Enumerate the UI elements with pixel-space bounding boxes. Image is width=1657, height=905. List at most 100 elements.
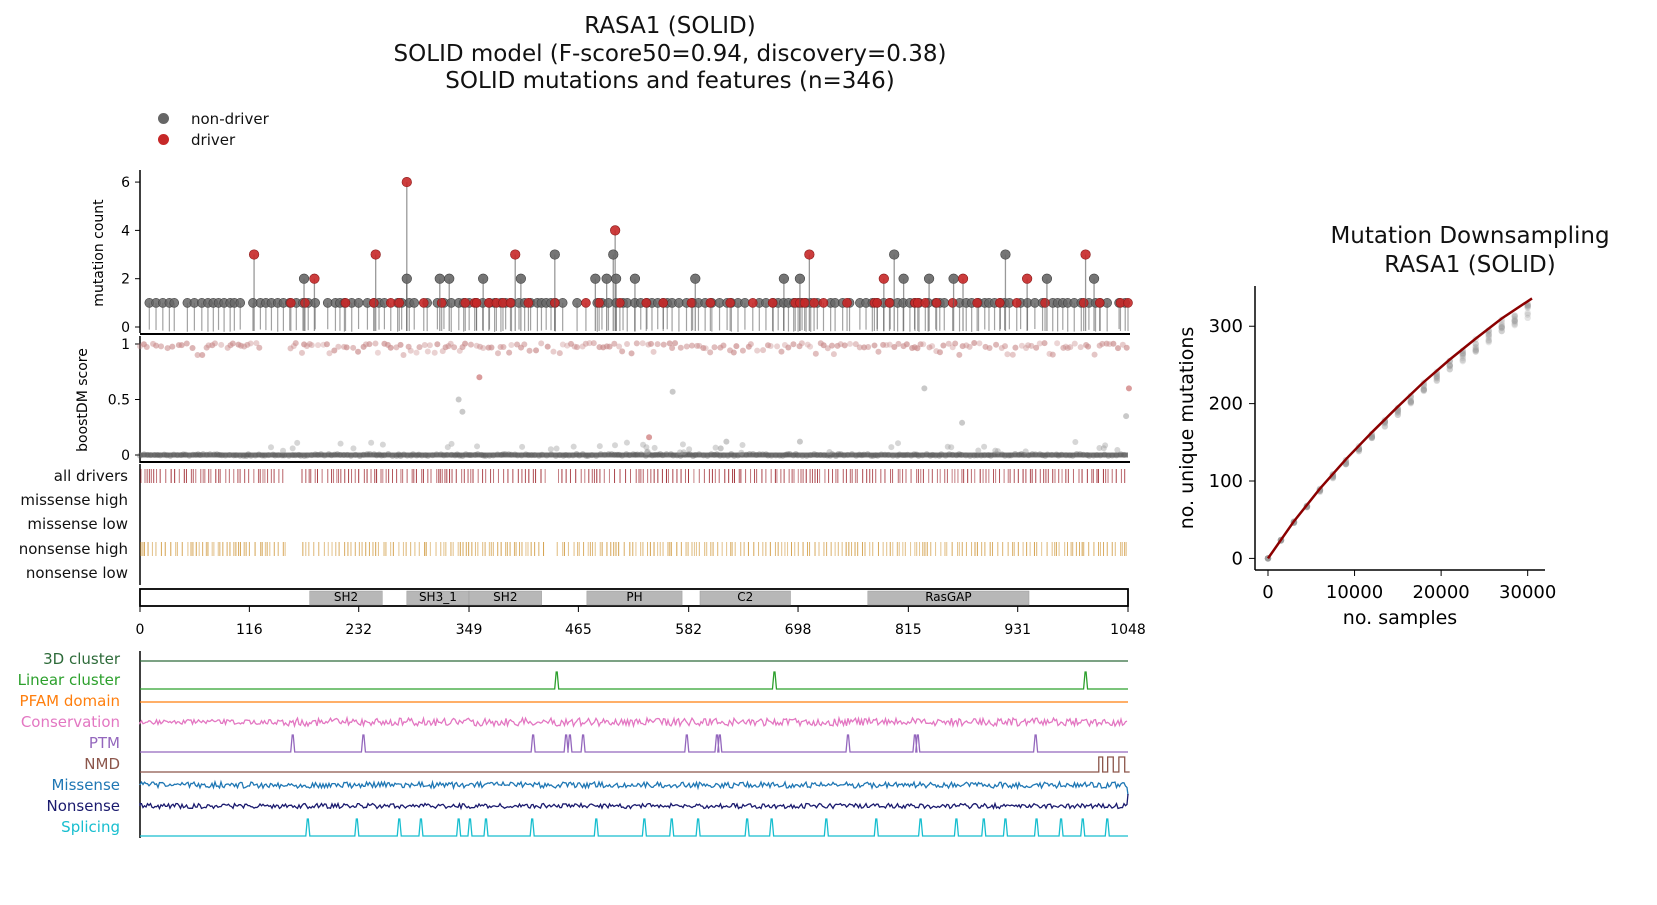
downsampling-point	[1524, 309, 1531, 317]
lollipop-point-non-driver	[401, 273, 412, 284]
downsampling-point	[1446, 366, 1453, 373]
downsampling-point	[1524, 311, 1531, 318]
boostdm-point-non-driver	[597, 451, 604, 458]
downsampling-point	[1485, 337, 1492, 345]
boostdm-point-non-driver	[1062, 452, 1069, 459]
downsampling-point	[1498, 321, 1505, 328]
boostdm-point-non-driver	[895, 440, 902, 447]
boostdm-point-driver	[451, 344, 458, 351]
boostdm-point-driver	[767, 343, 774, 350]
boostdm-point-non-driver	[1100, 445, 1107, 452]
boostdm-point-non-driver	[588, 452, 595, 459]
downsampling-point	[1407, 399, 1415, 406]
boostdm-point-non-driver	[1036, 451, 1043, 458]
boostdm-point-non-driver	[556, 452, 563, 459]
domain-label: PH	[626, 590, 642, 604]
domain-c2	[699, 590, 791, 606]
boostdm-point-driver	[1085, 343, 1092, 350]
protein-x-tick-label: 232	[345, 622, 372, 638]
boostdm-point-non-driver	[373, 452, 380, 459]
boostdm-point-non-driver	[642, 452, 649, 459]
feature-track-linear-cluster	[140, 671, 1128, 690]
boostdm-point-non-driver	[700, 452, 707, 459]
boostdm-point-non-driver	[413, 452, 420, 459]
lollipop-point-non-driver	[169, 298, 180, 308]
boostdm-point-driver	[1033, 344, 1040, 351]
boostdm-point-driver	[506, 349, 513, 356]
boostdm-point-non-driver	[200, 451, 207, 458]
boostdm-point-non-driver	[616, 451, 623, 458]
boostdm-point-non-driver	[860, 451, 867, 458]
boostdm-point-non-driver	[424, 452, 431, 459]
downsampling-point	[1446, 361, 1453, 369]
boostdm-point-non-driver	[998, 451, 1005, 458]
downsampling-point	[1498, 325, 1505, 332]
downsampling-point	[1511, 321, 1518, 329]
downsampling-point	[1433, 372, 1440, 379]
boostdm-point-non-driver	[864, 451, 871, 458]
boostdm-point-driver	[426, 342, 433, 349]
feature-track-conservation	[139, 715, 1128, 729]
boostdm-point-non-driver	[644, 448, 651, 455]
downsampling-point	[1472, 348, 1479, 355]
downsampling-point	[1485, 336, 1492, 344]
boostdm-point-non-driver	[915, 452, 922, 459]
boostdm-point-non-driver	[944, 443, 951, 450]
boostdm-point-driver	[256, 344, 263, 351]
boostdm-point-non-driver	[786, 451, 793, 458]
boostdm-point-non-driver	[518, 452, 525, 459]
lollipop-point-driver	[1078, 298, 1089, 308]
boostdm-point-non-driver	[723, 438, 730, 445]
boostdm-point-driver	[413, 349, 420, 356]
boostdm-point-non-driver	[1093, 452, 1100, 459]
boostdm-point-non-driver	[459, 452, 466, 459]
boostdm-point-non-driver	[704, 452, 711, 459]
boostdm-point-non-driver	[904, 451, 911, 458]
boostdm-point-driver	[903, 341, 910, 348]
lollipop-point-non-driver	[923, 273, 935, 284]
boostdm-point-driver	[247, 340, 254, 347]
downsampling-x-tick-label: 30000	[1499, 582, 1556, 603]
boostdm-point-non-driver	[659, 452, 666, 459]
boostdm-point-driver	[488, 344, 495, 351]
boostdm-point-non-driver	[612, 442, 619, 449]
boostdm-point-non-driver	[932, 452, 939, 459]
boostdm-y-tick-label: 0	[121, 448, 130, 464]
domain-sh2	[309, 590, 383, 606]
feature-label: Conservation	[21, 713, 120, 731]
boostdm-point-non-driver	[1084, 451, 1091, 458]
downsampling-point	[1511, 317, 1518, 324]
domain-label: C2	[737, 590, 753, 604]
boostdm-point-driver	[654, 341, 661, 348]
boostdm-point-non-driver	[364, 451, 371, 458]
downsampling-point	[1407, 399, 1415, 406]
boostdm-point-non-driver	[321, 452, 328, 459]
boostdm-point-non-driver	[792, 451, 799, 458]
boostdm-point-non-driver	[1102, 442, 1109, 449]
boostdm-point-driver	[830, 351, 837, 358]
boostdm-point-driver	[920, 341, 927, 348]
boostdm-point-driver	[476, 343, 483, 350]
feature-track-splicing	[140, 818, 1128, 837]
boostdm-point-non-driver	[553, 445, 560, 452]
lollipop-point-driver	[610, 225, 621, 236]
downsampling-point	[1407, 398, 1415, 406]
downsampling-point	[1407, 398, 1415, 405]
boostdm-point-non-driver	[400, 451, 407, 458]
lollipop-point-driver	[818, 298, 829, 308]
boostdm-point-non-driver	[576, 452, 583, 459]
downsampling-point	[1446, 362, 1453, 369]
boostdm-point-non-driver	[297, 452, 304, 459]
downsampling-point	[1368, 434, 1376, 442]
boostdm-point-driver	[841, 342, 848, 349]
lollipop-point-driver	[1123, 298, 1133, 308]
downsampling-point	[1420, 385, 1428, 392]
boostdm-point-driver	[660, 341, 667, 348]
boostdm-point-non-driver	[585, 452, 592, 459]
boostdm-point-driver	[694, 342, 701, 349]
boostdm-point-non-driver	[337, 440, 344, 447]
boostdm-point-non-driver	[528, 452, 535, 459]
boostdm-point-non-driver	[936, 452, 943, 459]
boostdm-point-non-driver	[967, 452, 974, 459]
boostdm-point-driver	[1110, 340, 1117, 347]
